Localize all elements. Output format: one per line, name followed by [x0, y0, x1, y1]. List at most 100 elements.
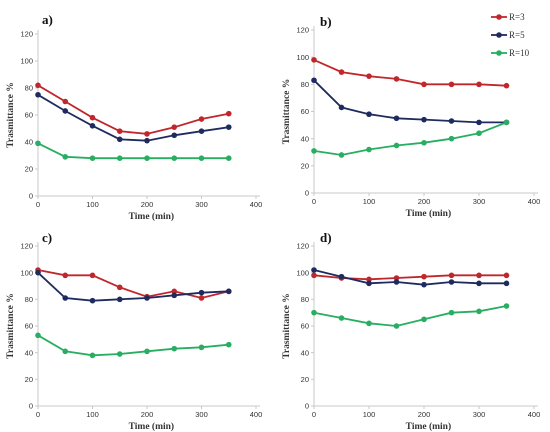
y-tick-label: 60 [25, 322, 33, 331]
data-point-r10 [393, 142, 400, 149]
y-tick-label: 100 [20, 268, 33, 277]
legend: R=3 R=5 R=10 [491, 12, 530, 58]
series-line-r5 [313, 79, 507, 124]
y-tick-label: 80 [25, 295, 33, 304]
legend-label: R=10 [509, 48, 530, 58]
y-tick-label: 0 [29, 192, 33, 201]
panel-label: a) [42, 12, 53, 27]
chart-panel-c: 0 20 40 60 80 100 120 0 100 200 300 400 Time (min) Tr… [6, 230, 262, 432]
data-point-r5 [448, 118, 455, 124]
data-point-r5 [421, 281, 427, 288]
data-point-r10 [225, 341, 232, 348]
data-point-r3 [311, 272, 317, 279]
data-point-r3 [503, 82, 510, 89]
series-line-r10 [37, 334, 229, 357]
series-line-r3 [37, 84, 229, 135]
legend-label: R=3 [509, 12, 525, 22]
y-tick-label: 0 [29, 402, 33, 411]
data-point-r5 [144, 137, 150, 144]
data-point-r3 [89, 114, 96, 121]
data-point-r5 [366, 280, 372, 287]
x-tick-label: 100 [86, 200, 99, 209]
data-point-r3 [366, 276, 372, 283]
x-tick-label: 400 [528, 197, 541, 206]
y-tick-label: 20 [301, 161, 309, 170]
data-point-r5 [225, 288, 232, 295]
y-tick-label: 120 [20, 30, 33, 39]
legend-marker [496, 32, 502, 38]
data-point-r5 [338, 273, 345, 280]
y-tick-label: 100 [296, 53, 309, 62]
x-tick-label: 100 [86, 410, 99, 419]
x-tick-label: 200 [141, 200, 154, 209]
x-tick-label: 0 [36, 200, 40, 209]
data-point-r10 [225, 155, 232, 161]
panel-label: d) [320, 230, 332, 245]
data-point-r5 [476, 280, 482, 287]
chart-panel-b: 0 20 40 60 80 100 120 0 100 200 300 400 Time (min) Tr… [282, 14, 540, 219]
x-tick-label: 300 [473, 410, 486, 419]
x-tick-label: 0 [36, 410, 40, 419]
legend-marker [496, 14, 502, 20]
data-point-r3 [366, 73, 372, 79]
chart-panel-d: 0 20 40 60 80 100 120 0 100 200 300 400 Time (min) Tr… [282, 230, 540, 432]
series-line-r5 [37, 272, 229, 302]
data-point-r5 [503, 280, 510, 287]
data-point-r10 [366, 146, 372, 153]
y-tick-label: 40 [301, 134, 309, 143]
data-point-r3 [503, 272, 510, 279]
y-tick-label: 40 [301, 348, 309, 357]
data-point-r5 [476, 119, 482, 126]
series-line-r5 [313, 269, 507, 286]
data-point-r5 [311, 267, 317, 273]
data-point-r10 [198, 155, 205, 161]
data-point-r5 [89, 297, 96, 304]
y-tick-label: 100 [20, 57, 33, 66]
y-tick-label: 80 [301, 295, 309, 304]
y-tick-label: 60 [301, 322, 309, 331]
panel-label: c) [42, 230, 52, 245]
x-tick-label: 200 [418, 410, 431, 419]
data-point-r10 [62, 154, 69, 160]
data-point-r3 [116, 284, 123, 291]
y-tick-label: 40 [25, 348, 33, 357]
data-point-r10 [89, 155, 96, 161]
data-point-r3 [448, 81, 455, 88]
x-axis-title: Time (min) [129, 211, 174, 222]
y-tick-label: 120 [20, 242, 33, 251]
data-point-r5 [171, 132, 178, 139]
series-line-r10 [37, 142, 229, 160]
data-point-r3 [338, 69, 345, 75]
series-line-r10 [313, 305, 507, 327]
data-point-r5 [311, 77, 317, 84]
y-tick-label: 0 [305, 402, 309, 411]
data-point-r10 [448, 135, 455, 142]
series-line-r5 [37, 94, 229, 142]
x-tick-label: 0 [312, 197, 316, 206]
data-point-r10 [171, 345, 178, 352]
data-point-r5 [62, 295, 69, 301]
data-point-r10 [311, 148, 317, 154]
y-tick-label: 120 [296, 26, 309, 35]
x-tick-label: 200 [418, 197, 431, 206]
data-point-r10 [311, 309, 317, 316]
series-line-r10 [313, 121, 507, 156]
legend-marker [496, 50, 502, 56]
data-point-r3 [448, 272, 455, 279]
data-point-r10 [338, 152, 345, 158]
data-point-r3 [225, 110, 232, 117]
chart-panel-a: 0 20 40 60 80 100 120 0 100 200 300 400 Time (min) Tr… [6, 12, 262, 222]
data-point-r10 [366, 320, 372, 327]
data-point-r3 [171, 288, 178, 295]
y-tick-label: 20 [25, 165, 33, 174]
x-tick-label: 300 [195, 200, 208, 209]
y-axis-title: Trasmittance % [282, 293, 292, 359]
y-axis-title: Trasmittance % [6, 82, 16, 148]
data-point-r10 [171, 155, 178, 161]
data-point-r3 [62, 98, 69, 105]
data-point-r3 [421, 81, 427, 88]
y-tick-label: 60 [301, 107, 309, 116]
data-point-r5 [198, 289, 205, 296]
data-point-r5 [225, 124, 232, 130]
data-point-r5 [144, 295, 150, 301]
